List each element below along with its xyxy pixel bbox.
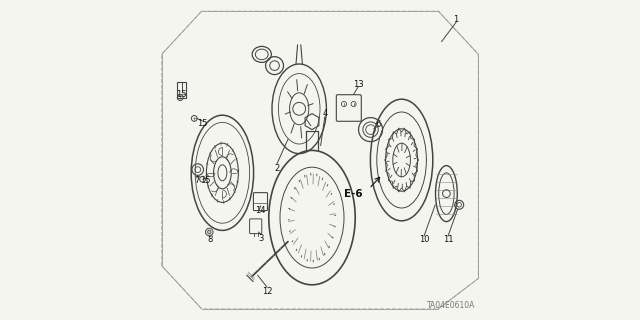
Text: TA04E0610A: TA04E0610A (427, 301, 475, 310)
Text: 13: 13 (353, 80, 364, 89)
Text: 14: 14 (255, 206, 266, 215)
Text: E-6: E-6 (344, 188, 362, 199)
Text: 15: 15 (197, 119, 208, 128)
Text: 2: 2 (274, 164, 280, 172)
Circle shape (205, 228, 213, 236)
Text: 15: 15 (177, 90, 187, 99)
Text: 1: 1 (453, 15, 459, 24)
Text: 11: 11 (443, 236, 453, 244)
Text: 15: 15 (200, 176, 211, 185)
Text: 3: 3 (258, 234, 264, 243)
Bar (177, 82, 186, 98)
Text: 7: 7 (194, 176, 200, 185)
Text: 12: 12 (262, 287, 273, 296)
Text: 4: 4 (322, 109, 328, 118)
Text: 6: 6 (376, 120, 381, 129)
Text: 8: 8 (207, 236, 212, 244)
Text: 10: 10 (419, 236, 429, 244)
